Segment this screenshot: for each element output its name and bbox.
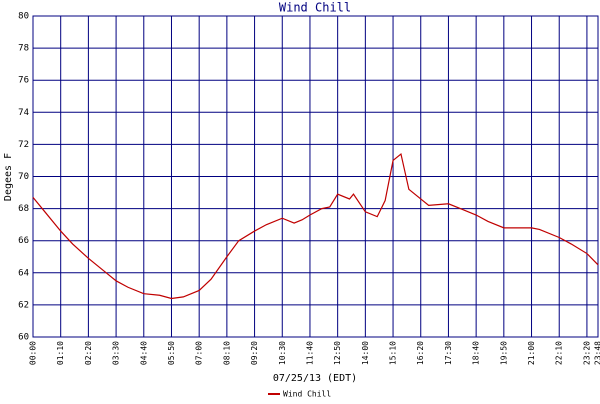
x-tick-label: 03:30 <box>112 341 121 365</box>
x-tick-label: 08:10 <box>222 341 231 365</box>
x-tick-label: 12:50 <box>333 341 342 365</box>
x-tick-label: 15:10 <box>389 341 398 365</box>
y-tick-label: 70 <box>18 172 29 182</box>
x-tick-label: 17:30 <box>444 341 453 365</box>
x-tick-label: 04:40 <box>139 341 148 365</box>
y-tick-label: 66 <box>18 236 29 246</box>
x-tick-label: 00:00 <box>29 341 38 365</box>
y-tick-label: 72 <box>18 140 29 150</box>
y-tick-label: 60 <box>18 333 29 343</box>
y-tick-label: 68 <box>18 204 29 214</box>
x-tick-label: 18:40 <box>472 341 481 365</box>
x-tick-label: 14:00 <box>361 341 370 365</box>
y-axis-label: Degees F <box>3 153 14 201</box>
y-tick-label: 80 <box>18 12 29 22</box>
x-tick-label: 10:30 <box>278 341 287 365</box>
x-tick-label: 23:20 <box>582 341 591 365</box>
y-tick-label: 62 <box>18 300 29 310</box>
x-tick-label: 16:20 <box>416 341 425 365</box>
legend-label: Wind Chill <box>283 390 331 399</box>
x-tick-label: 09:20 <box>250 341 259 365</box>
x-tick-label: 07:00 <box>195 341 204 365</box>
x-tick-label: 05:50 <box>167 341 176 365</box>
x-tick-label: 19:50 <box>499 341 508 365</box>
x-tick-label: 01:10 <box>56 341 65 365</box>
x-tick-label: 21:00 <box>527 341 536 365</box>
y-tick-label: 74 <box>18 108 29 118</box>
x-tick-label: 23:48 <box>594 341 600 365</box>
x-axis-label: 07/25/13 (EDT) <box>273 373 357 384</box>
x-tick-label: 11:40 <box>305 341 314 365</box>
y-tick-label: 78 <box>18 44 29 54</box>
chart-title: Wind Chill <box>279 1 351 15</box>
y-tick-label: 64 <box>18 268 29 278</box>
y-tick-label: 76 <box>18 76 29 86</box>
x-tick-label: 22:10 <box>555 341 564 365</box>
x-tick-label: 02:20 <box>84 341 93 365</box>
